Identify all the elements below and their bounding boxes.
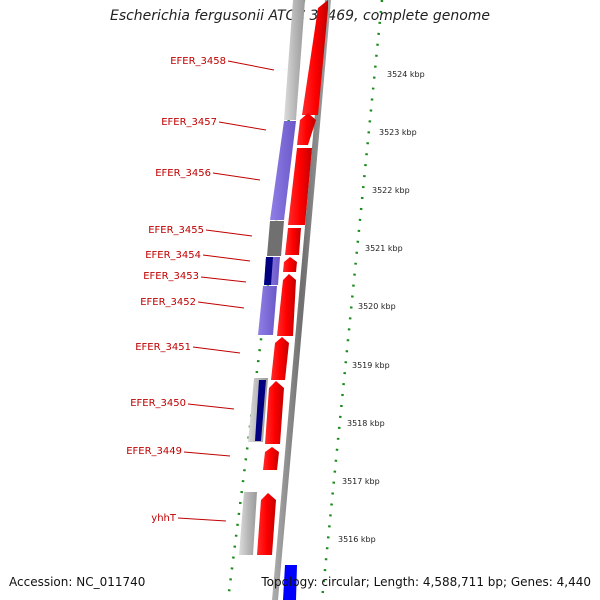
topology-text: Topology: circular; Length: 4,588,711 bp… [261, 575, 591, 589]
gene-label[interactable]: EFER_3455 [148, 225, 204, 236]
cds-arrow[interactable] [277, 274, 296, 336]
cog-block-purple [258, 286, 277, 335]
kbp-tick-label: 3518 kbp [347, 419, 385, 428]
forward-cds-track [257, 0, 328, 555]
kbp-tick-label: 3516 kbp [338, 535, 376, 544]
cds-arrow[interactable] [283, 257, 297, 272]
cog-track [239, 0, 305, 555]
kbp-tick-label: 3517 kbp [342, 477, 380, 486]
cog-block-gray [239, 492, 257, 555]
cog-block-gray [284, 0, 305, 120]
cog-block-navy [264, 257, 273, 285]
kbp-tick-label: 3523 kbp [379, 128, 417, 137]
cds-arrow[interactable] [297, 113, 316, 145]
kbp-tick-label: 3524 kbp [387, 70, 425, 79]
kbp-tick-label: 3522 kbp [372, 186, 410, 195]
cog-block-navy [255, 380, 266, 441]
kbp-tick-label: 3520 kbp [358, 302, 396, 311]
gene-label[interactable]: EFER_3458 [170, 56, 226, 67]
backbone-track [272, 0, 331, 600]
gene-label[interactable]: EFER_3449 [126, 446, 182, 457]
cds-arrow[interactable] [285, 228, 301, 255]
gene-label[interactable]: EFER_3457 [161, 117, 217, 128]
cds-arrow[interactable] [302, 0, 328, 115]
outer-dotted-ring [320, 0, 384, 600]
kbp-tick-label: 3519 kbp [352, 361, 390, 370]
cog-block-purple [270, 121, 296, 220]
gene-label[interactable]: EFER_3453 [143, 271, 199, 282]
cds-arrow[interactable] [288, 148, 312, 225]
gene-label[interactable]: EFER_3454 [145, 250, 201, 261]
accession-text: Accession: NC_011740 [9, 575, 146, 589]
gene-label[interactable]: yhhT [151, 513, 177, 524]
kbp-tick-label: 3521 kbp [365, 244, 403, 253]
cds-arrow[interactable] [271, 337, 289, 380]
cds-arrow[interactable] [257, 493, 276, 555]
gene-leaders [177, 60, 275, 522]
cds-arrow[interactable] [265, 381, 284, 444]
cds-arrow[interactable] [263, 447, 279, 470]
reverse-cds-track [283, 565, 297, 600]
gene-label[interactable]: EFER_3456 [155, 168, 211, 179]
kbp-tick-labels: 3524 kbp 3523 kbp 3522 kbp 3521 kbp 3520… [338, 70, 425, 544]
gene-label[interactable]: EFER_3452 [140, 297, 196, 308]
gene-labels: EFER_3458 EFER_3457 EFER_3456 EFER_3455 … [126, 56, 226, 524]
cog-block-darkgray [267, 221, 284, 256]
gene-label[interactable]: EFER_3451 [135, 342, 191, 353]
gene-label[interactable]: EFER_3450 [130, 398, 186, 409]
cds-block-blue[interactable] [283, 565, 297, 600]
